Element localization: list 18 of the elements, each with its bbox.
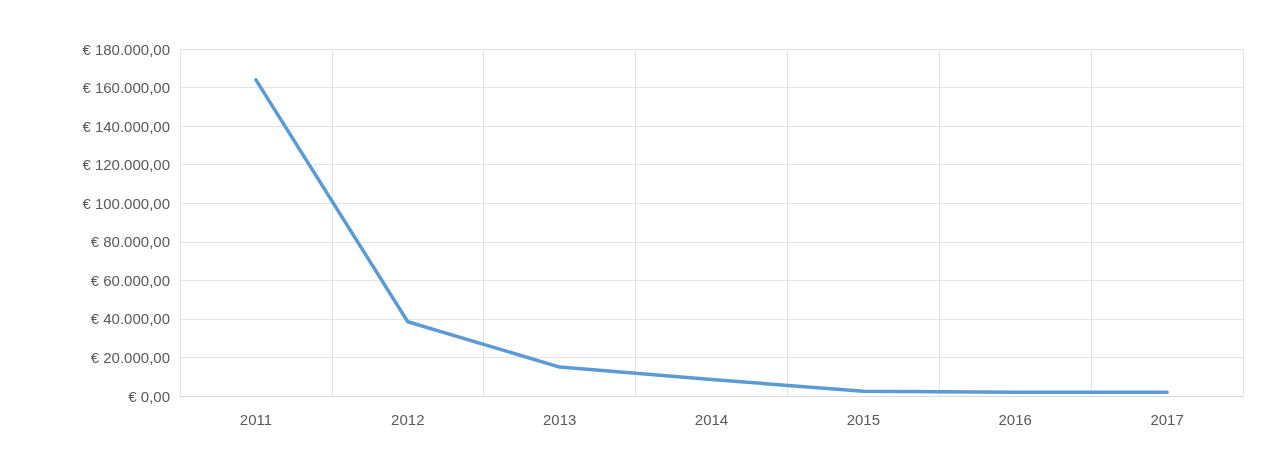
y-tick-label: € 120.000,00 xyxy=(82,156,170,174)
y-tick-label: € 140.000,00 xyxy=(82,117,170,135)
y-tick-label: € 60.000,00 xyxy=(90,271,170,289)
y-tick-label: € 80.000,00 xyxy=(90,233,170,251)
y-tick-label: € 180.000,00 xyxy=(82,40,170,58)
line-series xyxy=(254,78,1169,394)
y-tick-label: € 100.000,00 xyxy=(82,194,170,212)
x-tick-label: 2013 xyxy=(542,411,577,428)
x-tick-label: 2015 xyxy=(846,411,881,428)
x-tick-label: 2011 xyxy=(239,411,273,428)
x-tick-label: 2017 xyxy=(1150,411,1184,428)
y-tick-label: € 0,00 xyxy=(128,387,170,405)
x-tick-label: 2014 xyxy=(694,411,729,428)
y-tick-label: € 160.000,00 xyxy=(82,79,170,97)
y-tick-label: € 20.000,00 xyxy=(90,348,170,366)
y-tick-label: € 40.000,00 xyxy=(90,310,170,328)
x-tick-label: 2012 xyxy=(391,411,425,428)
x-tick-label: 2016 xyxy=(998,411,1032,428)
